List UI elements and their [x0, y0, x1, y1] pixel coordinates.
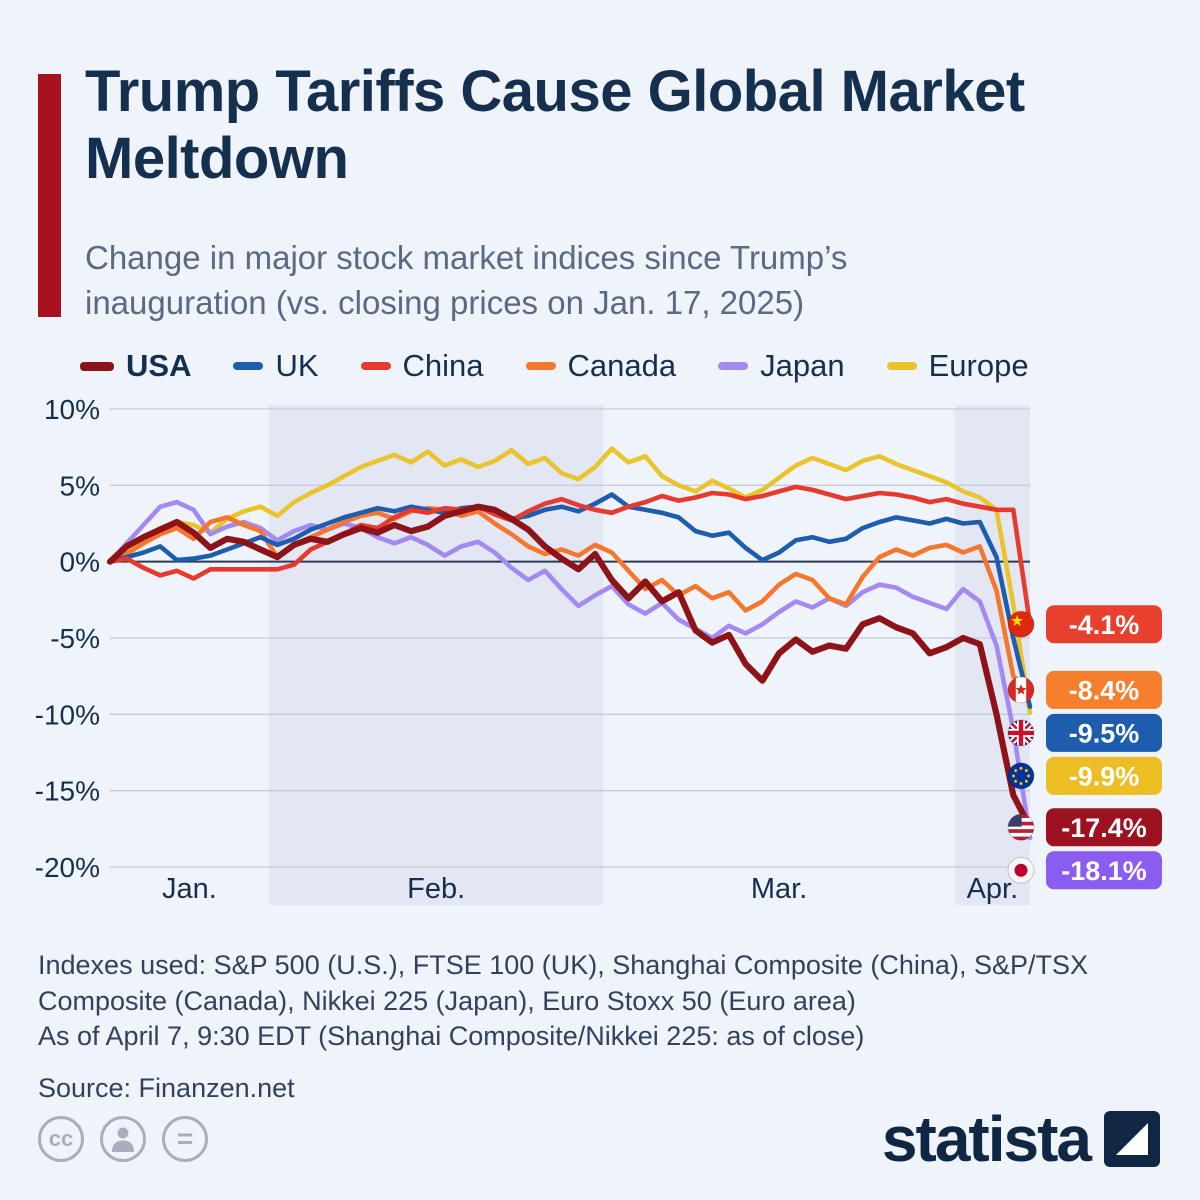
legend-label: China	[402, 348, 484, 383]
series-line-china	[107, 484, 1033, 627]
y-tick-label: -20%	[35, 852, 100, 883]
attribution-person-icon	[100, 1116, 146, 1162]
x-tick-label: Jan.	[162, 873, 217, 905]
end-badge-label-uk: -9.5%	[1069, 718, 1140, 748]
end-badge-label-china: -4.1%	[1069, 610, 1140, 640]
cc-icon: cc	[38, 1116, 84, 1162]
y-tick-label: 0%	[60, 547, 100, 578]
y-tick-label: -5%	[50, 623, 100, 654]
equals-icon: =	[162, 1116, 208, 1162]
statista-branding: statista	[882, 1102, 1160, 1176]
footer-asof-note: As of April 7, 9:30 EDT (Shanghai Compos…	[38, 1021, 865, 1052]
legend-label: Canada	[567, 348, 677, 383]
legend-dash-icon	[360, 362, 391, 370]
y-tick-label: 10%	[44, 394, 100, 425]
legend: USA UK China Canada Japan Europe	[80, 348, 1029, 384]
legend-dash-icon	[525, 362, 556, 370]
flag-uk-icon	[1008, 719, 1034, 746]
line-chart: 10% 5% 0% -5% -10% -15% -20% Jan. Feb. Mar. Apr. -4…	[35, 394, 1162, 905]
end-badge-canada	[1046, 670, 1162, 709]
x-tick-label: Mar.	[751, 873, 807, 905]
footer: Indexes used: S&P 500 (U.S.), FTSE 100 (…	[38, 948, 1163, 1107]
x-tick-label: Feb.	[407, 873, 465, 905]
legend-dash-icon	[233, 362, 264, 370]
footer-source: Source: Finanzen.net	[38, 1072, 295, 1103]
legend-item-uk: UK	[233, 348, 319, 384]
subtitle: Change in major stock market indices sin…	[85, 239, 848, 321]
series-line-usa	[106, 503, 1034, 831]
end-badge-label-usa: -17.4%	[1061, 813, 1147, 843]
end-badge-uk	[1046, 713, 1162, 752]
flag-canada-icon	[1008, 676, 1034, 703]
license-icons: cc =	[38, 1116, 208, 1162]
cc-icon-glyph: cc	[48, 1126, 74, 1151]
month-band-feb	[268, 405, 604, 905]
end-badge-europe	[1046, 756, 1162, 795]
legend-item-china: China	[360, 348, 484, 384]
end-badge-label-canada: -8.4%	[1069, 675, 1140, 705]
legend-label: Japan	[760, 348, 845, 383]
series-line-canada	[107, 505, 1033, 693]
series-line-uk	[107, 492, 1033, 710]
flag-china-icon	[1008, 611, 1034, 638]
legend-label: UK	[275, 348, 319, 383]
legend-dash-icon	[886, 362, 917, 370]
legend-label: Europe	[928, 348, 1029, 383]
legend-item-usa: USA	[80, 348, 191, 384]
y-tick-label: -10%	[35, 699, 100, 730]
y-tick-label: 5%	[60, 470, 100, 501]
legend-dash-icon	[718, 362, 749, 370]
series-line-japan	[107, 499, 1033, 841]
end-badge-label-japan: -18.1%	[1061, 856, 1147, 886]
flag-europe-icon	[1008, 762, 1034, 789]
equals-icon-glyph: =	[176, 1123, 194, 1154]
end-badge-usa	[1046, 808, 1162, 847]
person-icon	[112, 1127, 134, 1152]
series-line-europe	[107, 446, 1033, 716]
end-badge-china	[1046, 605, 1162, 644]
y-tick-label: -15%	[35, 776, 100, 807]
x-tick-label: Apr.	[967, 873, 1019, 905]
legend-item-japan: Japan	[718, 348, 845, 384]
statista-logo-mark	[1116, 1123, 1148, 1155]
legend-item-europe: Europe	[886, 348, 1029, 384]
flag-japan-icon	[1008, 857, 1034, 884]
legend-dash-icon	[80, 361, 114, 371]
statista-logo-text: statista	[881, 1103, 1092, 1175]
statista-logo-icon	[1104, 1111, 1160, 1167]
footer-indexes-note: Indexes used: S&P 500 (U.S.), FTSE 100 (…	[38, 950, 1088, 1016]
end-badge-label-europe: -9.9%	[1069, 761, 1140, 791]
end-badge-japan	[1046, 851, 1162, 890]
title-accent-bar	[38, 74, 61, 317]
legend-label: USA	[126, 348, 192, 383]
page-title: Trump Tariffs Cause Global Market Meltdo…	[85, 59, 1025, 192]
legend-item-canada: Canada	[525, 348, 677, 384]
